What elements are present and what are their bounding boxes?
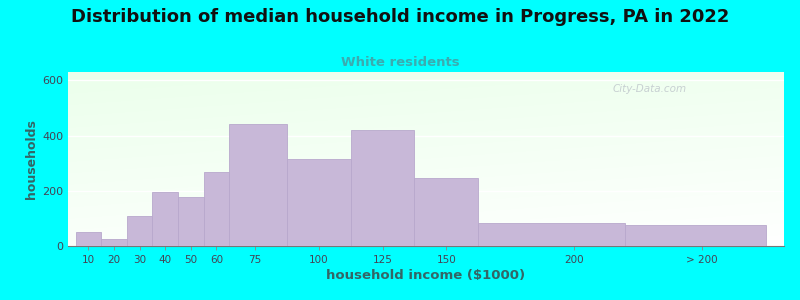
Bar [102, 239, 127, 246]
Text: Distribution of median household income in Progress, PA in 2022: Distribution of median household income … [71, 8, 729, 26]
Bar [478, 224, 626, 246]
Bar [178, 197, 203, 246]
Bar [626, 225, 766, 246]
Text: White residents: White residents [341, 56, 459, 68]
Bar [76, 232, 102, 246]
X-axis label: household income ($1000): household income ($1000) [326, 269, 526, 282]
Bar [229, 124, 286, 246]
Bar [203, 172, 229, 246]
Y-axis label: households: households [25, 119, 38, 199]
Bar [127, 216, 152, 246]
Bar [350, 130, 414, 246]
Bar [152, 192, 178, 246]
Text: City-Data.com: City-Data.com [612, 84, 686, 94]
Bar [414, 178, 478, 246]
Bar [286, 159, 350, 246]
